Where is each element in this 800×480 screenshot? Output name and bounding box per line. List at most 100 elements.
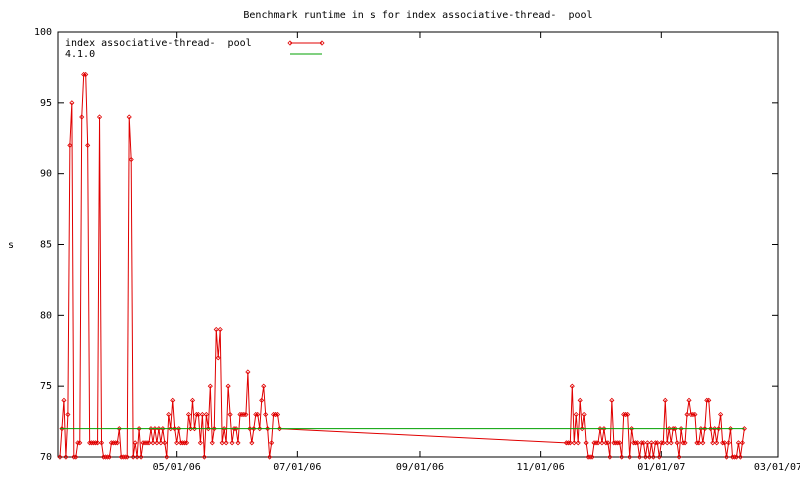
point — [276, 426, 283, 432]
point — [205, 426, 211, 432]
point — [271, 411, 277, 418]
point — [227, 411, 233, 418]
x-tick-label: 11/01/06 — [517, 462, 565, 473]
point — [237, 411, 243, 418]
point — [601, 426, 607, 432]
point — [263, 411, 269, 418]
point — [710, 440, 716, 446]
point — [729, 454, 736, 460]
point — [739, 440, 745, 446]
point — [672, 426, 678, 432]
point — [128, 156, 134, 163]
point — [725, 440, 732, 446]
point — [116, 426, 122, 432]
point — [274, 411, 281, 418]
point — [229, 440, 235, 446]
point — [633, 440, 639, 446]
point — [215, 355, 221, 361]
point — [587, 454, 593, 460]
point — [96, 114, 103, 120]
point — [593, 440, 599, 446]
point — [267, 454, 273, 460]
y-tick-label: 70 — [40, 452, 52, 463]
point — [613, 440, 619, 446]
point — [712, 426, 718, 432]
point — [108, 440, 114, 446]
point — [609, 397, 615, 403]
y-tick-label: 95 — [40, 98, 52, 109]
point — [261, 383, 267, 389]
point — [120, 454, 126, 460]
legend-label: index associative-thread- pool — [65, 38, 252, 49]
point — [631, 440, 637, 446]
point — [273, 411, 279, 418]
point — [700, 440, 706, 446]
y-tick-label: 100 — [34, 27, 52, 38]
point — [678, 426, 684, 432]
point — [219, 440, 225, 446]
point — [682, 440, 688, 446]
point — [104, 454, 111, 460]
point — [94, 440, 101, 446]
point — [189, 397, 196, 403]
point — [166, 411, 172, 418]
point — [67, 142, 73, 148]
point — [577, 397, 583, 403]
point — [213, 326, 219, 333]
point — [259, 397, 265, 403]
point — [704, 397, 710, 403]
point — [623, 411, 629, 418]
point — [75, 440, 81, 446]
point — [77, 440, 83, 446]
point — [599, 440, 605, 446]
point — [686, 397, 692, 403]
point — [140, 440, 146, 446]
y-axis-label: s — [8, 240, 14, 251]
point — [73, 454, 79, 460]
point — [714, 440, 720, 446]
point — [585, 454, 591, 460]
point — [664, 440, 670, 446]
point — [114, 440, 120, 446]
point — [629, 426, 635, 432]
point — [642, 454, 649, 460]
point — [182, 440, 188, 446]
point — [98, 440, 105, 446]
point — [733, 454, 740, 460]
point — [203, 411, 209, 418]
point — [255, 411, 261, 418]
point — [565, 440, 571, 446]
point — [209, 440, 215, 446]
point — [615, 440, 621, 446]
point — [563, 440, 569, 446]
point — [187, 426, 194, 432]
point — [193, 411, 200, 418]
legend-marker — [319, 40, 325, 46]
point — [225, 383, 231, 389]
point — [706, 397, 712, 403]
point — [265, 426, 271, 432]
point — [654, 440, 660, 446]
point — [646, 454, 652, 460]
point — [81, 71, 87, 78]
point — [727, 426, 734, 432]
point — [136, 426, 142, 432]
point — [589, 454, 595, 460]
point — [197, 440, 203, 446]
point — [567, 440, 573, 446]
point — [251, 426, 257, 432]
point — [91, 440, 97, 446]
point — [174, 440, 180, 446]
point — [211, 426, 217, 432]
point — [257, 426, 263, 432]
point — [640, 440, 647, 446]
point — [102, 454, 109, 460]
point — [591, 440, 597, 446]
point — [634, 440, 641, 446]
point — [611, 440, 617, 446]
legend-marker — [287, 40, 293, 46]
point — [619, 454, 625, 460]
point — [716, 426, 722, 432]
x-tick-label: 09/01/06 — [396, 462, 444, 473]
point — [245, 369, 251, 375]
